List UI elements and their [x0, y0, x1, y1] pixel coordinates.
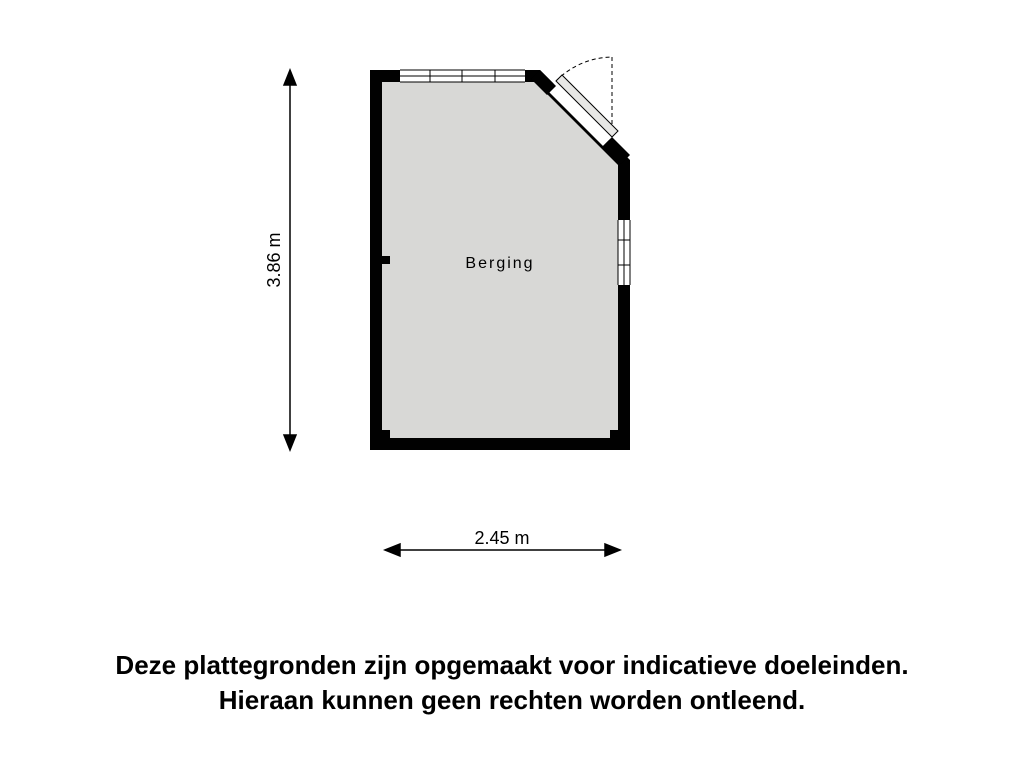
room-label: Berging	[465, 255, 534, 272]
dim-left-label: 3.86 m	[264, 232, 284, 287]
caption-line-1: Deze plattegronden zijn opgemaakt voor i…	[115, 650, 908, 680]
floorplan-stage: Berging 3.86 m 2.45 m Deze plattegronden…	[0, 0, 1024, 768]
dim-left	[284, 70, 296, 450]
caption: Deze plattegronden zijn opgemaakt voor i…	[0, 648, 1024, 718]
dim-bottom-label: 2.45 m	[474, 528, 529, 548]
floorplan-svg: Berging 3.86 m 2.45 m	[260, 50, 760, 600]
caption-line-2: Hieraan kunnen geen rechten worden ontle…	[219, 685, 806, 715]
